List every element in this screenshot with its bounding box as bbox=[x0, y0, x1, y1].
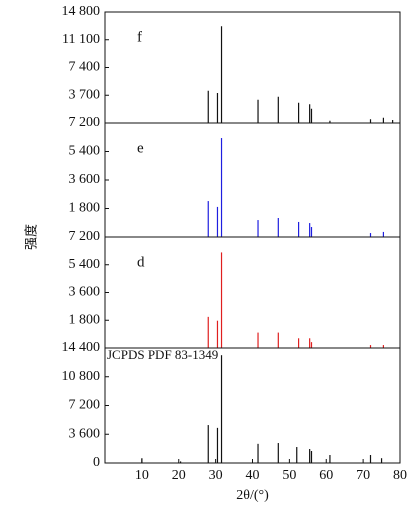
x-tick-label: 40 bbox=[246, 468, 260, 483]
panel-label: f bbox=[137, 29, 142, 45]
panel-frame bbox=[104, 122, 401, 238]
y-tick-label: 11 100 bbox=[62, 32, 100, 47]
y-tick-label: 7 200 bbox=[69, 398, 101, 413]
x-tick-label: 50 bbox=[282, 468, 296, 483]
y-tick-label: 1 800 bbox=[69, 312, 101, 327]
y-axis-label: 强度 bbox=[24, 224, 40, 250]
panel-label: d bbox=[137, 254, 145, 270]
panel-frame bbox=[104, 236, 401, 349]
y-tick-label: 14 400 bbox=[62, 340, 101, 355]
x-tick-label: 70 bbox=[356, 468, 370, 483]
y-tick-label: 7 400 bbox=[69, 60, 101, 75]
y-tick-label: 10 800 bbox=[62, 369, 101, 384]
x-tick-label: 60 bbox=[319, 468, 333, 483]
panel-frame bbox=[104, 347, 401, 464]
y-tick-label: 7 200 bbox=[69, 115, 101, 130]
y-tick-label: 3 600 bbox=[69, 426, 101, 441]
panel-frame bbox=[104, 11, 401, 124]
y-tick-label: 5 400 bbox=[69, 144, 101, 159]
y-tick-label: 3 700 bbox=[69, 87, 101, 102]
y-tick-label: 3 600 bbox=[69, 285, 101, 300]
y-tick-label: 1 800 bbox=[69, 201, 101, 216]
y-tick-label: 3 600 bbox=[69, 172, 101, 187]
y-tick-label: 0 bbox=[93, 455, 100, 470]
x-tick-label: 80 bbox=[393, 468, 407, 483]
x-tick-label: 10 bbox=[135, 468, 149, 483]
x-tick-label: 30 bbox=[209, 468, 223, 483]
y-tick-label: 14 800 bbox=[62, 4, 101, 19]
x-tick-label: 20 bbox=[172, 468, 186, 483]
x-axis-label: 2θ/(°) bbox=[236, 488, 269, 503]
panel-label: JCPDS PDF 83-1349 bbox=[107, 347, 218, 362]
panel-label: e bbox=[137, 140, 144, 156]
y-tick-label: 7 200 bbox=[69, 229, 101, 244]
y-tick-label: 5 400 bbox=[69, 257, 101, 272]
